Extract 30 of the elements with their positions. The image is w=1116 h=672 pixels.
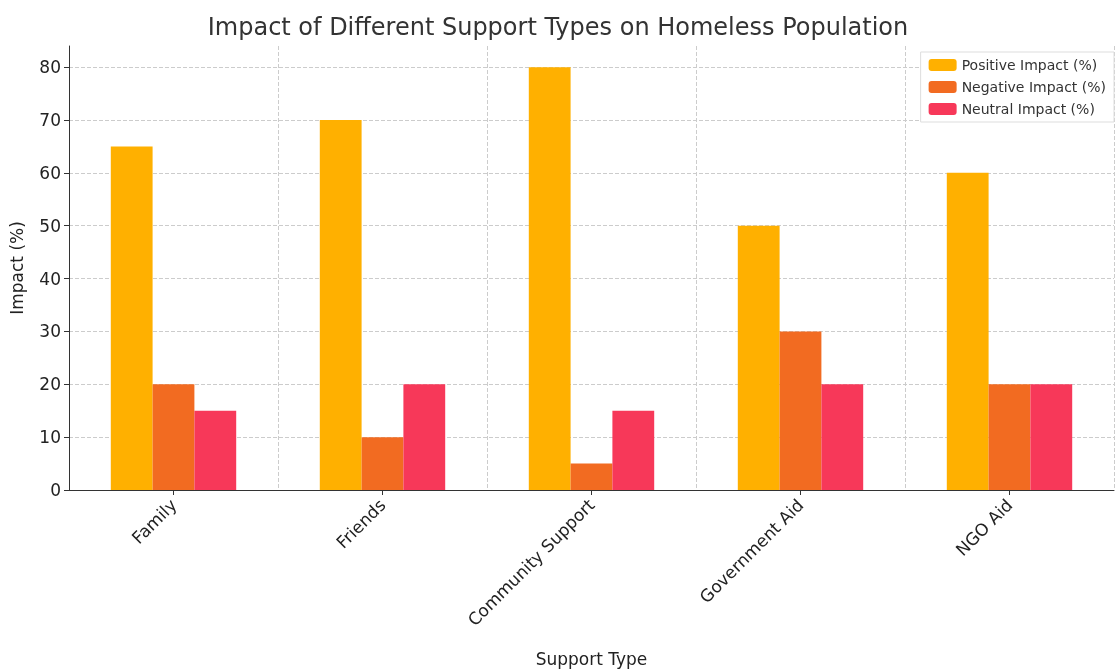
- chart-title: Impact of Different Support Types on Homeless Population: [207, 13, 909, 41]
- y-tick-label: 50: [39, 215, 61, 236]
- x-axis-title: Support Type: [535, 648, 648, 669]
- bar: [821, 384, 864, 490]
- legend-label: Negative Impact (%): [961, 79, 1106, 95]
- bar: [988, 384, 1031, 490]
- bar: [779, 331, 822, 490]
- bar: [737, 225, 780, 490]
- bar: [361, 437, 404, 490]
- bar: [946, 172, 989, 490]
- y-tick-label: 10: [39, 427, 61, 448]
- bar: [110, 146, 153, 490]
- legend-label: Positive Impact (%): [961, 57, 1098, 73]
- y-tick-label: 20: [39, 374, 61, 395]
- bar: [1030, 384, 1073, 490]
- y-tick-label: 60: [39, 162, 61, 183]
- bar: [403, 384, 446, 490]
- y-axis-title: Impact (%): [6, 221, 27, 315]
- y-tick-label: 30: [39, 321, 61, 342]
- bar: [194, 410, 237, 490]
- y-tick-label: 40: [39, 268, 61, 289]
- bar: [570, 463, 613, 490]
- y-tick-label: 0: [50, 480, 61, 500]
- y-tick-label: 70: [39, 110, 61, 130]
- legend-label: Neutral Impact (%): [961, 101, 1095, 117]
- bar: [152, 384, 195, 490]
- y-tick-label: 80: [39, 57, 61, 78]
- bar: [612, 410, 655, 490]
- bar: [528, 67, 571, 490]
- bar: [319, 120, 362, 490]
